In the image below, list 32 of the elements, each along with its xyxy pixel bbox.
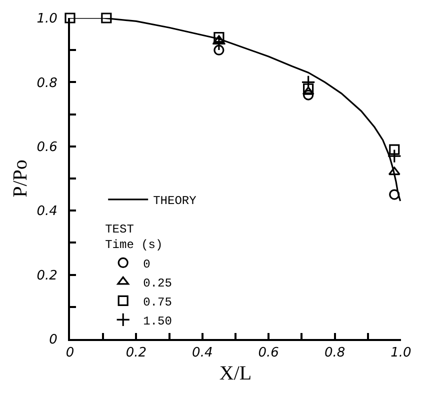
y-tick-label: 0.8 <box>36 76 58 91</box>
point <box>214 44 224 56</box>
point <box>389 189 400 200</box>
y-axis-title: P/Po <box>10 160 32 198</box>
legend-label: 0.75 <box>143 295 172 310</box>
point <box>101 12 112 24</box>
point <box>388 166 400 176</box>
y-tick-label: 0.6 <box>36 140 58 155</box>
x-tick-label: 0.2 <box>126 346 147 361</box>
point <box>64 12 76 24</box>
point <box>301 75 316 90</box>
legend-label: 0 <box>143 257 150 272</box>
legend-label: 0.25 <box>143 276 172 290</box>
point <box>303 90 314 100</box>
x-tick-label: 0.6 <box>258 346 279 361</box>
x-axis-title: X/L <box>219 362 252 385</box>
point <box>212 36 226 51</box>
legend-label: 1.50 <box>143 314 172 328</box>
point <box>303 83 314 94</box>
point <box>214 32 224 43</box>
point <box>387 148 402 164</box>
x-tick-label: 0.4 <box>192 346 213 361</box>
y-tick-label: 0.4 <box>36 204 58 220</box>
y-tick-label: 0 <box>49 332 58 348</box>
x-tick-label: 0.8 <box>324 346 346 361</box>
legend-label: THEORY <box>153 194 196 208</box>
legend-title: TEST Time (s) <box>105 222 163 252</box>
y-tick-label: 0.2 <box>36 268 58 284</box>
text: 1.0 <box>36 12 58 27</box>
text: 1.0 <box>390 346 412 361</box>
point <box>389 144 400 155</box>
x-tick-label: 0 <box>66 346 74 361</box>
